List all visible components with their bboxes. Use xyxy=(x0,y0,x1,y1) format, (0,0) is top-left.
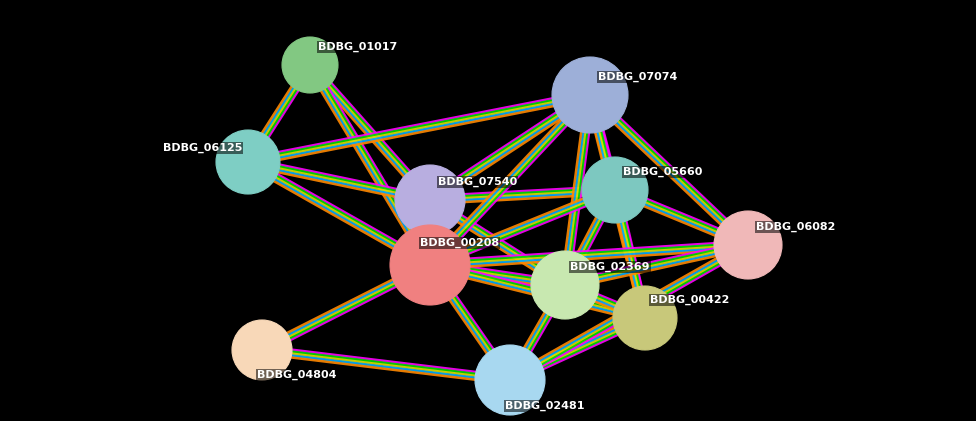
Circle shape xyxy=(232,320,292,380)
Circle shape xyxy=(282,37,338,93)
Text: BDBG_00422: BDBG_00422 xyxy=(650,295,729,305)
Circle shape xyxy=(216,130,280,194)
Circle shape xyxy=(613,286,677,350)
Text: BDBG_01017: BDBG_01017 xyxy=(318,42,397,52)
Circle shape xyxy=(531,251,599,319)
Circle shape xyxy=(714,211,782,279)
Circle shape xyxy=(395,165,465,235)
Circle shape xyxy=(390,225,470,305)
Text: BDBG_07074: BDBG_07074 xyxy=(598,72,677,82)
Text: BDBG_02369: BDBG_02369 xyxy=(570,262,649,272)
Text: BDBG_04804: BDBG_04804 xyxy=(257,370,337,380)
Text: BDBG_02481: BDBG_02481 xyxy=(505,401,585,411)
Text: BDBG_00208: BDBG_00208 xyxy=(420,238,499,248)
Text: BDBG_07540: BDBG_07540 xyxy=(438,177,517,187)
Circle shape xyxy=(582,157,648,223)
Text: BDBG_06125: BDBG_06125 xyxy=(163,143,242,153)
Text: BDBG_06082: BDBG_06082 xyxy=(756,222,835,232)
Text: BDBG_05660: BDBG_05660 xyxy=(623,167,703,177)
Circle shape xyxy=(475,345,545,415)
Circle shape xyxy=(552,57,628,133)
